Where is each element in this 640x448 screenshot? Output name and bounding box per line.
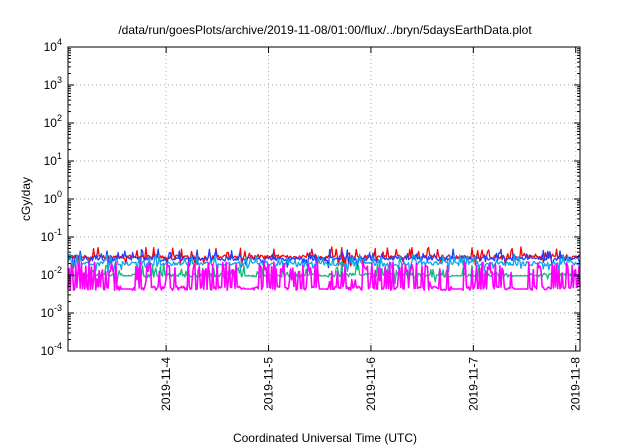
y-tick-exponent: -3: [54, 303, 62, 313]
y-tick-exponent: 4: [57, 37, 62, 47]
grid: [68, 47, 580, 351]
x-tick-label: 2019-11-6: [364, 357, 378, 411]
series-line: [67, 248, 581, 270]
chart-title: /data/run/goesPlots/archive/2019-11-08/0…: [118, 23, 532, 37]
series-line: [67, 246, 581, 268]
y-tick-label: 101: [44, 151, 62, 168]
y-axis-label: cGy/day: [19, 177, 33, 221]
y-tick-label: 104: [44, 37, 62, 54]
y-tick-exponent: -2: [54, 265, 62, 275]
x-tick-label: 2019-11-8: [569, 357, 583, 411]
x-tick-label: 2019-11-4: [159, 357, 173, 411]
x-tick-label: 2019-11-7: [466, 357, 480, 411]
x-tick-label: 2019-11-5: [262, 357, 276, 411]
y-tick-exponent: -1: [54, 227, 62, 237]
x-axis: 2019-11-4 2019-11-5 2019-11-6 2019-11-7 2019…: [159, 47, 583, 411]
y-tick-exponent: 0: [57, 189, 62, 199]
y-tick-label: 10-4: [41, 341, 62, 358]
y-tick-exponent: 2: [57, 113, 62, 123]
y-tick-exponent: -4: [54, 341, 62, 351]
y-tick-label: 103: [44, 75, 62, 92]
y-tick-label: 100: [44, 189, 62, 206]
y-tick-label: 10-3: [41, 303, 62, 320]
series-line: [67, 261, 581, 291]
y-tick-label: 102: [44, 113, 62, 130]
y-tick-label: 10-2: [41, 265, 62, 282]
series-group: [67, 246, 581, 291]
x-axis-label: Coordinated Universal Time (UTC): [233, 431, 417, 445]
y-tick-exponent: 1: [57, 151, 62, 161]
y-tick-exponent: 3: [57, 75, 62, 85]
y-tick-label: 10-1: [41, 227, 62, 244]
